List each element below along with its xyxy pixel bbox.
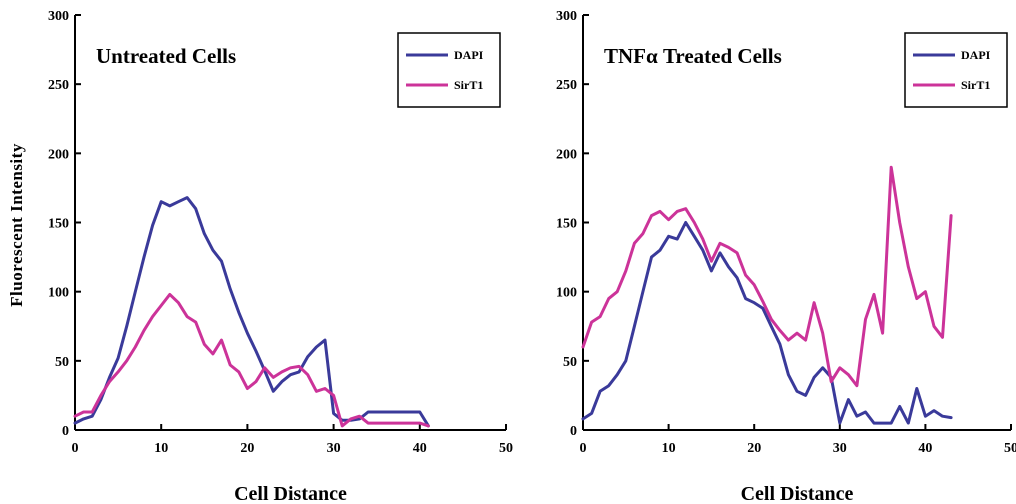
y-tick-label: 250: [556, 78, 577, 93]
x-tick-label: 40: [413, 441, 427, 456]
series-line-dapi: [73, 196, 430, 428]
y-tick-label: 150: [48, 217, 69, 232]
series-line-sirt1: [581, 165, 953, 388]
y-tick-label: 0: [62, 424, 69, 439]
y-tick-label: 300: [48, 9, 69, 24]
legend-label-sirt1: SirT1: [454, 78, 483, 92]
x-tick-label: 0: [580, 441, 587, 456]
panel-untreated: 0 50 100 150 200 250 300 0 10 20 30 40 50 Cell Distan…: [48, 9, 513, 504]
x-axis-title: Cell Distance: [741, 483, 854, 504]
x-tick-label: 50: [1004, 441, 1016, 456]
y-tick-label: 0: [570, 424, 577, 439]
legend-label-sirt1: SirT1: [961, 78, 990, 92]
y-tick-label: 50: [563, 355, 577, 370]
y-tick-label: 200: [556, 147, 577, 162]
x-axis-title: Cell Distance: [234, 483, 347, 504]
series-line-dapi: [581, 221, 953, 425]
y-tick-label: 100: [48, 286, 69, 301]
y-tick-label: 250: [48, 78, 69, 93]
x-tick-label: 10: [662, 441, 676, 456]
y-tick-label: 100: [556, 286, 577, 301]
x-tick-label: 20: [240, 441, 254, 456]
y-tick-label: 300: [556, 9, 577, 24]
y-tick-label: 200: [48, 147, 69, 162]
legend-label-dapi: DAPI: [454, 48, 484, 62]
x-tick-label: 20: [747, 441, 761, 456]
x-tick-label: 0: [72, 441, 79, 456]
x-tick-label: 50: [499, 441, 513, 456]
y-tick-label: 150: [556, 217, 577, 232]
panel-tnf-treated: 0 50 100 150 200 250 300 0 10 20 30 40 50 Cell Distan…: [556, 9, 1016, 504]
x-tick-label: 30: [327, 441, 341, 456]
x-tick-label: 30: [833, 441, 847, 456]
legend-box: [397, 32, 501, 108]
x-tick-label: 40: [918, 441, 932, 456]
y-axis-label: Fluorescent Intensity: [7, 143, 26, 307]
panel-title: Untreated Cells: [96, 44, 236, 68]
panel-title: TNFα Treated Cells: [604, 44, 782, 68]
y-tick-label: 50: [55, 355, 69, 370]
legend-label-dapi: DAPI: [961, 48, 991, 62]
x-tick-label: 10: [154, 441, 168, 456]
legend-box: [904, 32, 1008, 108]
series-line-sirt1: [73, 292, 430, 428]
